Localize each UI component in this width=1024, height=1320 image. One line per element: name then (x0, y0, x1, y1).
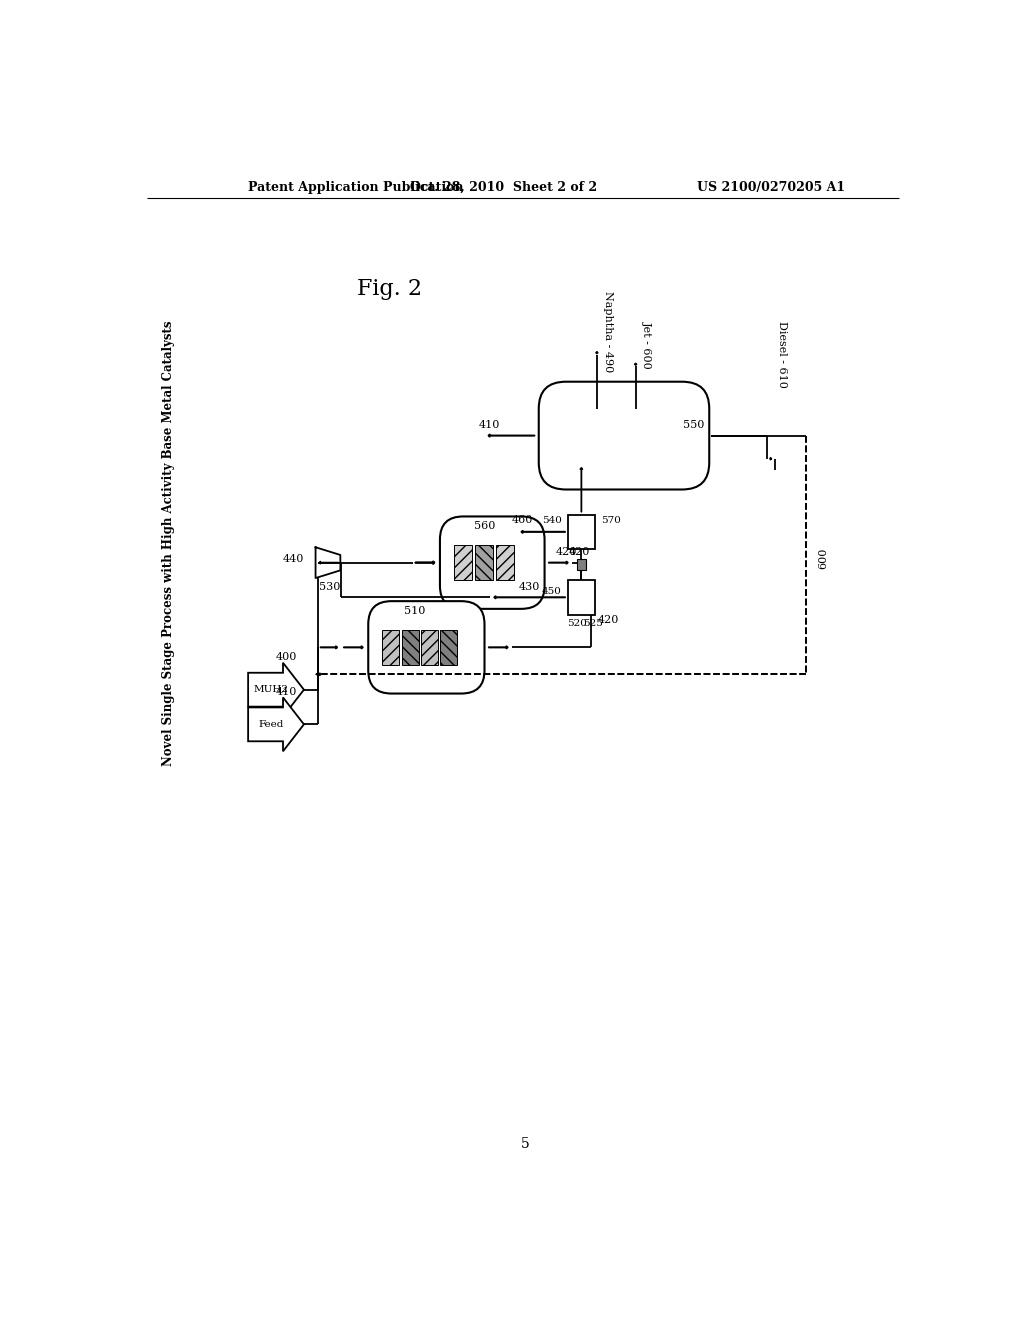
Text: Naphtha - 490: Naphtha - 490 (603, 290, 613, 372)
Polygon shape (315, 548, 340, 578)
Bar (382, 630, 399, 665)
Bar (421, 630, 438, 665)
Text: Novel Single Stage Process with High Activity Base Metal Catalysts: Novel Single Stage Process with High Act… (162, 321, 175, 766)
Text: 510: 510 (404, 606, 425, 616)
Bar (440, 630, 458, 665)
Text: MUH2: MUH2 (254, 685, 289, 694)
Text: Feed: Feed (259, 719, 284, 729)
Text: 410: 410 (478, 420, 500, 430)
Text: 525: 525 (583, 619, 603, 628)
Text: 600: 600 (818, 548, 828, 569)
Text: Diesel - 610: Diesel - 610 (777, 321, 787, 388)
Text: 400: 400 (276, 652, 298, 663)
Polygon shape (248, 697, 304, 751)
Text: 440: 440 (283, 554, 304, 564)
Text: 530: 530 (318, 582, 340, 593)
Text: Patent Application Publication: Patent Application Publication (248, 181, 464, 194)
Text: Fig. 2: Fig. 2 (356, 279, 422, 301)
Bar (496, 545, 514, 581)
Bar (401, 630, 419, 665)
Text: Jet - 600: Jet - 600 (642, 321, 652, 368)
Text: 410: 410 (276, 686, 298, 697)
Bar (568, 579, 595, 615)
Text: US 2100/0270205 A1: US 2100/0270205 A1 (697, 181, 846, 194)
Bar (577, 560, 586, 570)
Text: 560: 560 (474, 521, 496, 532)
Text: 520: 520 (567, 619, 587, 628)
Text: Oct. 28, 2010  Sheet 2 of 2: Oct. 28, 2010 Sheet 2 of 2 (411, 181, 597, 194)
Bar (568, 515, 595, 549)
FancyBboxPatch shape (440, 516, 545, 609)
Text: 460: 460 (512, 515, 532, 525)
FancyBboxPatch shape (369, 601, 484, 693)
Text: 420: 420 (556, 546, 577, 557)
Text: 420: 420 (598, 615, 620, 626)
Text: 430: 430 (518, 582, 540, 591)
Text: 570: 570 (601, 516, 621, 525)
Text: 420: 420 (568, 546, 590, 557)
Bar (454, 545, 472, 581)
Bar (475, 545, 494, 581)
Text: 540: 540 (542, 516, 561, 525)
Text: 5: 5 (520, 1137, 529, 1151)
Polygon shape (248, 663, 304, 717)
Text: 450: 450 (542, 586, 561, 595)
FancyBboxPatch shape (539, 381, 710, 490)
Text: 550: 550 (683, 420, 705, 430)
